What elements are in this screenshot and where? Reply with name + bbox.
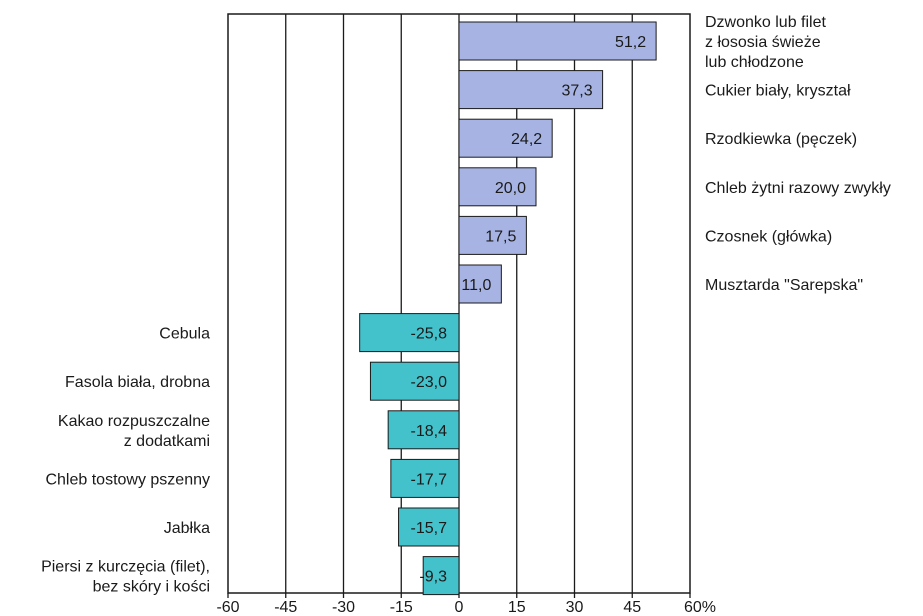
data-label: -17,7 [411, 471, 448, 488]
data-label: -25,8 [411, 326, 448, 343]
bar [387, 410, 460, 450]
x-tick-label: 30 [566, 599, 584, 616]
category-label: Cebula [159, 326, 210, 343]
data-label: 20,0 [495, 180, 526, 197]
category-label: Cukier biały, kryształ [705, 83, 851, 100]
category-label: Czosnek (główka) [705, 228, 832, 245]
category-label: Chleb tostowy pszenny [45, 471, 210, 488]
x-axis-ticks: -60 -45 -30 -15 0 15 30 45 60% [216, 593, 716, 616]
data-label: 11,0 [461, 277, 491, 294]
data-label: -9,3 [419, 569, 447, 586]
bar [369, 361, 460, 401]
category-label: Fasola biała, drobna [65, 374, 210, 391]
category-label: Jabłka [164, 520, 210, 537]
bar [458, 215, 527, 255]
bar [458, 21, 657, 61]
x-tick-label: -45 [274, 599, 297, 616]
bar [359, 313, 460, 353]
bar [390, 458, 460, 498]
bars: 51,2 37,3 24,2 20,0 17,5 11,0 -25,8 -23,0 -18,4 -… [359, 21, 657, 596]
x-tick-label: 15 [508, 599, 526, 616]
category-label: Chleb żytni razowy zwykły [705, 180, 891, 197]
data-label: 37,3 [561, 83, 592, 100]
data-label: -15,7 [411, 520, 448, 537]
x-tick-label: 60% [684, 599, 716, 616]
bar [458, 167, 537, 207]
category-label: Kakao rozpuszczalne z dodatkami [58, 413, 210, 450]
category-label: Rzodkiewka (pęczek) [705, 131, 857, 148]
data-label: 17,5 [485, 228, 516, 245]
category-label: Piersi z kurczęcia (filet), bez skóry i k… [41, 559, 210, 596]
bar [398, 507, 460, 547]
x-tick-label: -30 [332, 599, 355, 616]
data-label: 24,2 [511, 131, 542, 148]
x-tick-label: -15 [390, 599, 413, 616]
bar [458, 70, 604, 110]
data-label: -23,0 [411, 374, 448, 391]
x-tick-label: 0 [455, 599, 464, 616]
grid-lines [285, 14, 633, 593]
bar [458, 118, 553, 158]
bar [422, 556, 460, 596]
data-label: 51,2 [615, 34, 646, 51]
bar [458, 264, 502, 304]
x-tick-label: -60 [216, 599, 239, 616]
data-label: -18,4 [411, 423, 448, 440]
x-tick-label: 45 [623, 599, 641, 616]
category-label: Dzwonko lub filet z łososia świeże lub chł… [705, 14, 827, 71]
category-label: Musztarda "Sarepska" [705, 277, 863, 294]
category-labels: Dzwonko lub filet z łososia świeże lub chł… [41, 14, 891, 596]
